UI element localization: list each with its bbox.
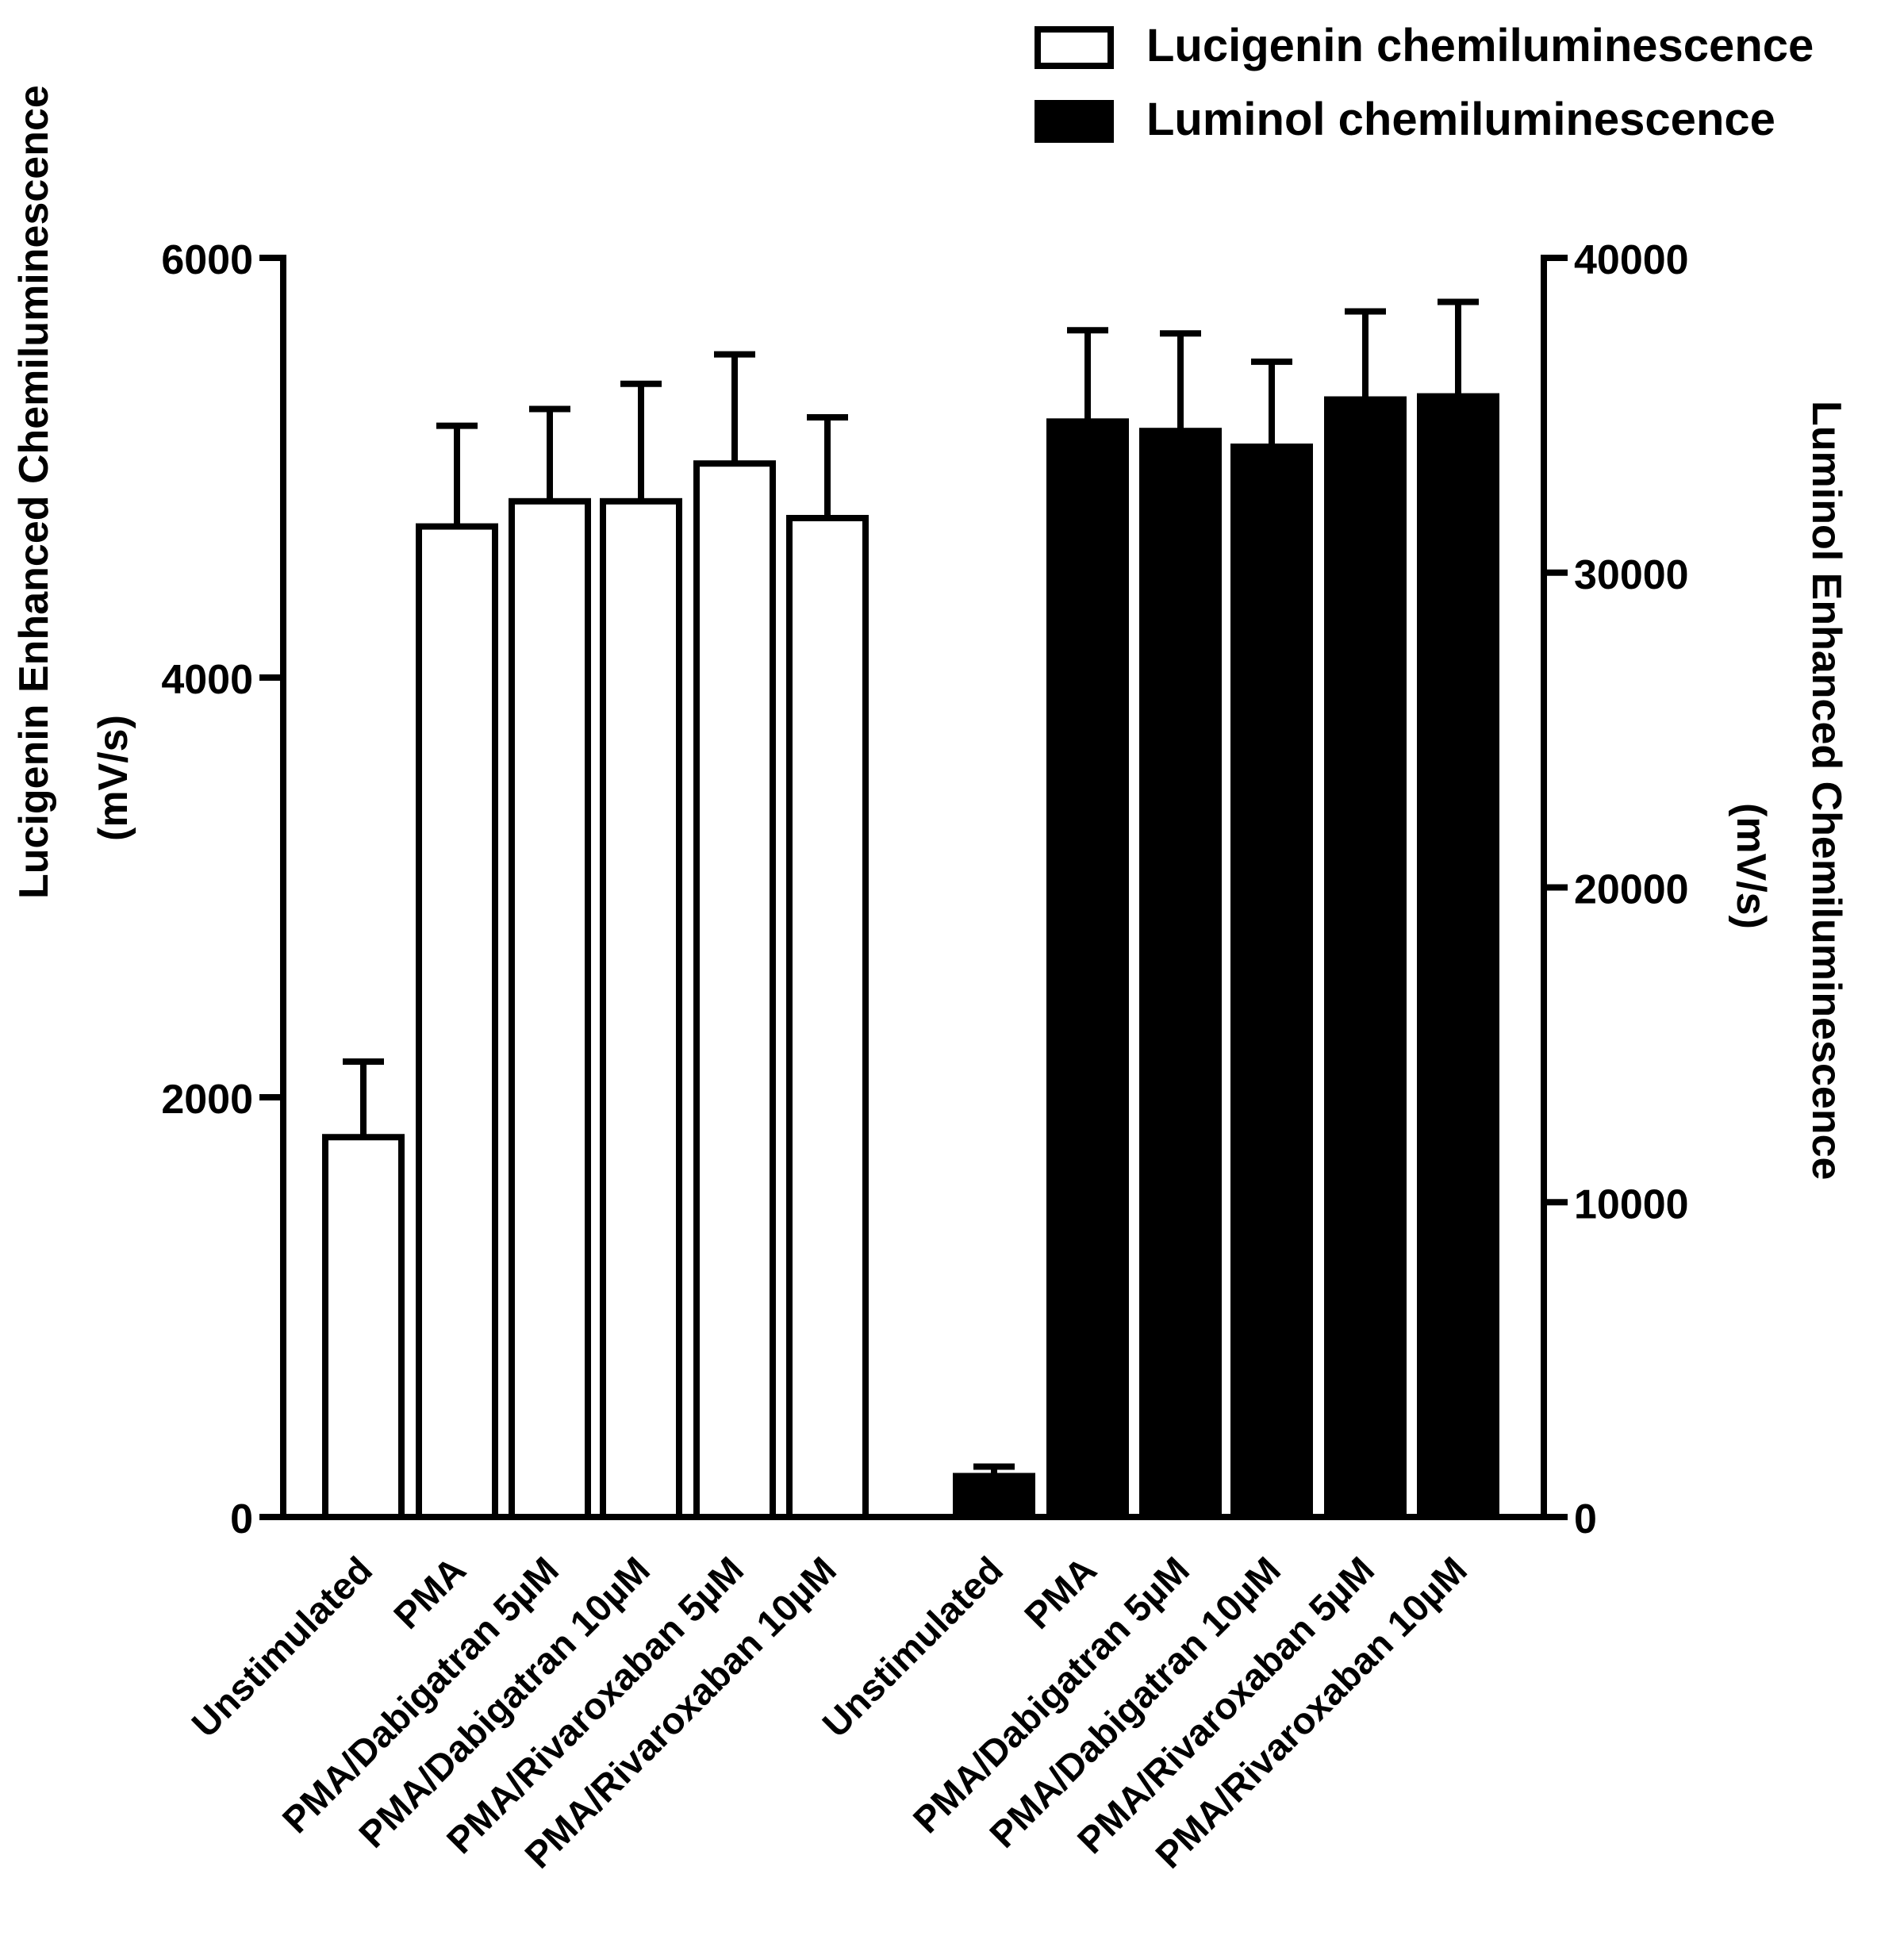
bar: [1139, 428, 1222, 1520]
legend-label-lucigenin: Lucigenin chemiluminescence: [1146, 20, 1814, 71]
bar: [1230, 444, 1313, 1520]
left-tick-label: 4000: [161, 657, 253, 703]
right-tick-label: 20000: [1574, 867, 1689, 913]
left-tick-label: 0: [230, 1496, 253, 1542]
right-tick-label: 0: [1574, 1496, 1597, 1542]
left-axis-title: Lucigenin Enhanced Chemiluminescence: [11, 85, 57, 899]
right-axis-title-line2: (mV/s): [1728, 803, 1774, 929]
x-tick-label: PMA: [1016, 1549, 1104, 1637]
bar: [322, 1134, 405, 1520]
bars: [322, 298, 1499, 1521]
left-tick-label: 2000: [161, 1077, 253, 1123]
bar: [786, 514, 869, 1520]
right-tick-label: 30000: [1574, 552, 1689, 598]
legend-swatch-luminol: [1035, 100, 1114, 143]
bar: [1324, 396, 1407, 1521]
right-tick-label: 10000: [1574, 1181, 1689, 1227]
legend-label-luminol: Luminol chemiluminescence: [1146, 94, 1775, 145]
left-tick-label: 6000: [161, 237, 253, 283]
bar: [600, 497, 682, 1521]
x-tick-label: Unstimulated: [183, 1549, 380, 1746]
right-tick-label: 40000: [1574, 237, 1689, 283]
left-axis-title-line2: (mV/s): [90, 715, 136, 841]
right-axis-title-line1: Luminol Enhanced Chemiluminescence: [1803, 401, 1849, 1180]
bar: [1046, 418, 1129, 1520]
bar: [416, 523, 498, 1520]
bar: [693, 460, 776, 1521]
right-axis-title-units: (mV/s): [1728, 803, 1774, 929]
legend: Lucigenin chemiluminescence Luminol chem…: [1035, 20, 1814, 145]
right-axis-title: Luminol Enhanced Chemiluminescence: [1803, 401, 1849, 1180]
legend-swatch-lucigenin: [1035, 26, 1114, 69]
left-axis-title-units: (mV/s): [90, 715, 136, 841]
bar: [1417, 393, 1499, 1521]
bar: [509, 497, 591, 1521]
axes: 0 2000 4000 6000 0 10000 20000 30000 40000: [161, 237, 1688, 1542]
x-tick-label: PMA: [386, 1549, 474, 1637]
bar: [953, 1473, 1035, 1520]
left-axis-title-line1: Lucigenin Enhanced Chemiluminescence: [11, 85, 57, 899]
